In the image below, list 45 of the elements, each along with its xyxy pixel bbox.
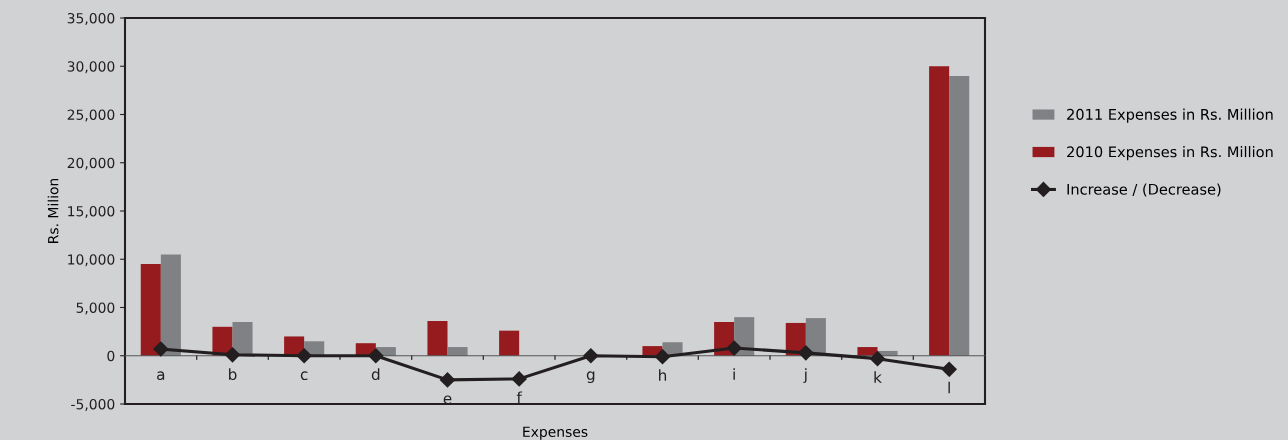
y-tick-label: 25,000 [67, 109, 115, 122]
bar [499, 330, 520, 356]
y-tick-label: 35,000 [67, 12, 115, 25]
y-axis-title: Rs. Milion [47, 178, 59, 243]
y-tick-label: 0 [107, 350, 115, 362]
x-tick-label: h [659, 369, 667, 381]
legend-label: Increase / (Decrease) [1067, 183, 1221, 197]
point [224, 347, 241, 363]
point [654, 349, 671, 365]
bar [427, 321, 448, 356]
x-axis-title: Expenses [523, 426, 588, 440]
legend-label: 2011 Expenses in Rs. Million [1067, 108, 1273, 123]
bar [447, 347, 468, 356]
point [439, 372, 456, 388]
x-tick-label: g [586, 371, 595, 384]
legend-label: 2010 Expenses in Rs. Million [1067, 146, 1273, 161]
point [726, 340, 742, 356]
y-tick-label: 10,000 [68, 254, 115, 267]
y-tick-label: 20,000 [67, 157, 115, 170]
point [368, 348, 384, 364]
x-tick-label: j [803, 368, 807, 384]
point [798, 345, 814, 361]
x-tick-label: k [874, 371, 882, 383]
bar [949, 75, 970, 356]
x-tick-label: f [516, 391, 523, 404]
point [941, 361, 957, 377]
point [296, 348, 312, 364]
bar [140, 264, 161, 356]
bar [929, 66, 950, 356]
point [583, 348, 599, 364]
x-tick-label: d [371, 368, 380, 381]
x-tick-label: i [733, 368, 735, 380]
point [153, 341, 169, 357]
point [511, 371, 527, 387]
y-tick-label: 5,000 [76, 302, 115, 315]
x-tick-label: a [157, 371, 165, 381]
y-tick-label: 30,000 [67, 61, 115, 74]
bar [160, 254, 181, 356]
x-tick-label: l [948, 381, 950, 394]
y-tick-label: -5,000 [71, 398, 115, 411]
x-tick-label: b [229, 368, 237, 381]
point [869, 351, 886, 367]
bar [857, 347, 878, 356]
y-tick-label: 15,000 [68, 205, 115, 218]
x-tick-label: c [300, 371, 308, 381]
